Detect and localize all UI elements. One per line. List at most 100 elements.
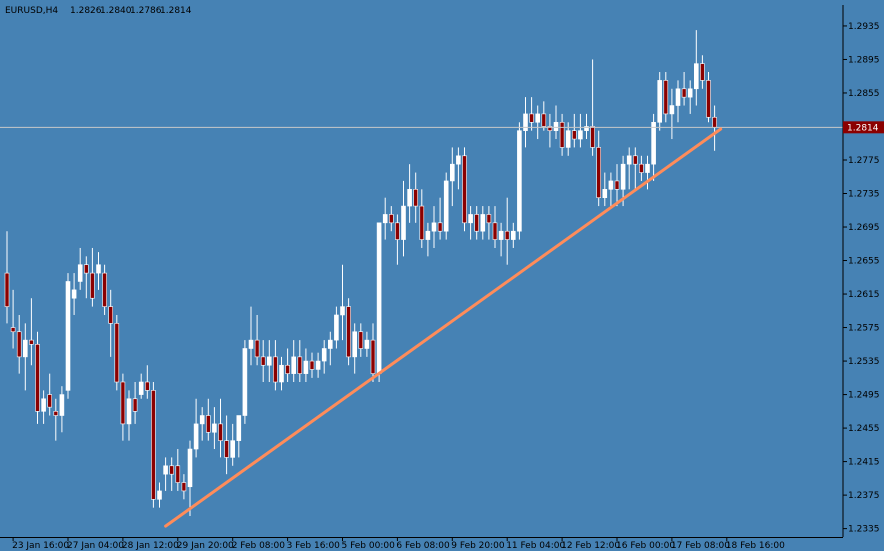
candle (242, 340, 248, 424)
candle-body-bull (626, 155, 632, 165)
candle-body-bear (175, 465, 181, 483)
candle (376, 222, 382, 383)
candle (260, 340, 266, 383)
candle-body-bull (41, 398, 46, 412)
candle (462, 147, 467, 232)
candle (187, 440, 193, 517)
candle-body-bear (273, 356, 278, 383)
candle (120, 373, 126, 441)
time-tick-label: 16 Feb 00:00 (616, 541, 675, 551)
candle (535, 105, 541, 140)
candle (663, 72, 669, 123)
price-tick-label: 1.2415 (848, 458, 880, 468)
candle (163, 457, 168, 491)
candle (364, 331, 370, 357)
candle-body-bear (596, 147, 602, 198)
candle-body-bear (419, 205, 425, 240)
candle (498, 222, 504, 257)
candle-body-bull (693, 63, 699, 90)
candle-body-bull (96, 264, 101, 274)
candle-body-bull (687, 88, 693, 98)
candle (571, 113, 577, 148)
candle (22, 323, 28, 391)
candle (553, 105, 559, 140)
candle-body-bear (224, 440, 229, 458)
candle-body-bear (413, 189, 419, 207)
candle (334, 306, 339, 349)
candle (523, 97, 528, 148)
time-tick-label: 28 Jan 12:00 (122, 541, 179, 551)
candle (578, 113, 583, 148)
candle-body-bull (315, 360, 321, 370)
candle-body-bull (352, 331, 358, 358)
candle-body-bear (90, 272, 95, 299)
candle (480, 206, 486, 240)
candle-body-bull (334, 314, 339, 341)
price-tick-label: 1.2615 (848, 290, 880, 300)
candle (645, 155, 650, 190)
candle-body-bull (431, 222, 437, 232)
candle-body-bear (151, 390, 156, 500)
candle (132, 382, 138, 424)
candle-body-bear (254, 339, 260, 358)
candles-layer (4, 30, 717, 517)
candle-body-bull (248, 339, 254, 349)
candle-body-bear (437, 222, 443, 232)
candle (193, 398, 199, 458)
candle (504, 197, 510, 265)
candle-body-bull (449, 163, 455, 182)
candle-body-bear (4, 272, 10, 307)
candle-body-bear (120, 381, 126, 425)
candle (693, 30, 699, 106)
candle (443, 172, 449, 240)
candle-body-bull (199, 415, 205, 425)
price-tick-label: 1.2535 (848, 357, 880, 367)
candle-body-bear (486, 214, 492, 224)
candle-body-bull (535, 113, 541, 123)
trendline[interactable] (164, 127, 723, 528)
candle (340, 264, 345, 341)
candle (254, 314, 260, 366)
candle (84, 256, 89, 299)
candle-body-bear (388, 214, 394, 224)
candle (96, 252, 101, 290)
time-tick-label: 23 Jan 16:00 (12, 541, 69, 551)
candle-body-bull (59, 394, 65, 416)
candle (218, 398, 223, 458)
candle (53, 398, 59, 441)
current-price-label: 1.2814 (843, 121, 884, 134)
candle (102, 264, 107, 315)
candle-body-bear (632, 155, 638, 165)
candle (632, 147, 638, 190)
ohlc-close: 1.2814 (160, 6, 192, 16)
candle-body-bull (65, 281, 71, 391)
candle-body-bull (242, 348, 248, 416)
candle-body-bull (126, 398, 132, 425)
price-tick-label: 1.2495 (848, 391, 880, 401)
candle (388, 206, 394, 232)
time-tick-label: 18 Feb 16:00 (726, 541, 785, 551)
candle (358, 323, 364, 357)
candle (285, 348, 290, 383)
candle-body-bull (77, 264, 83, 282)
candle (346, 298, 351, 366)
candle-body-bear (10, 327, 16, 333)
candle (114, 314, 120, 391)
candle-body-bull (584, 126, 589, 131)
candle (529, 97, 534, 131)
time-tick-label: 5 Feb 00:00 (342, 541, 396, 551)
candle (303, 348, 309, 383)
candle-body-bear (47, 394, 53, 408)
candle (352, 323, 358, 374)
time-tick-label: 9 Feb 20:00 (451, 541, 505, 551)
candle (565, 122, 571, 156)
candle-body-bear (474, 214, 480, 232)
candle-body-bear (145, 381, 150, 391)
candle-body-bear (169, 465, 174, 475)
candle (626, 147, 632, 190)
candle (77, 247, 83, 290)
candle (700, 55, 705, 89)
price-tick-label: 1.2575 (848, 324, 880, 334)
